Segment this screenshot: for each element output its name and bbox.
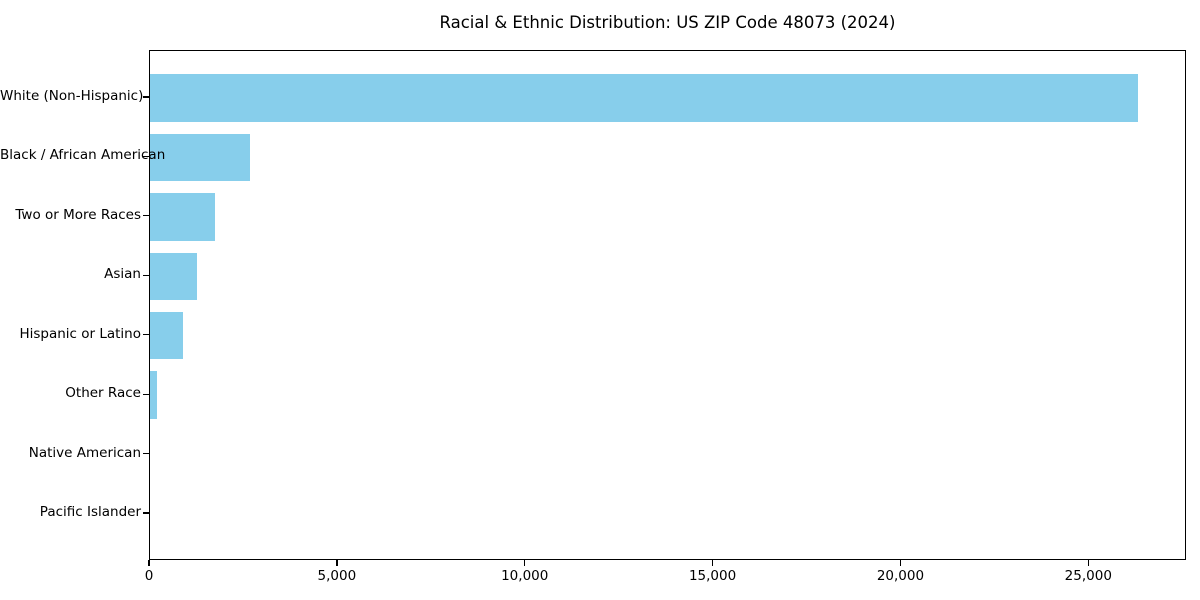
bar [150,371,157,419]
x-tick-label: 5,000 [317,568,357,584]
y-axis-tick [143,274,149,276]
y-axis-tick [143,512,149,514]
bar [150,74,1138,122]
chart-title: Racial & Ethnic Distribution: US ZIP Cod… [439,13,896,32]
y-axis-tick [143,334,149,336]
y-axis-tick [143,393,149,395]
x-axis-tick [899,560,902,566]
y-tick-label: Black / African American [0,147,166,164]
x-axis-tick [711,560,714,566]
bar [150,311,183,360]
y-axis-tick [143,215,149,217]
y-tick-label: Asian [104,266,141,283]
x-axis-tick [336,560,338,566]
y-tick-label: Native American [28,444,141,461]
x-tick-label: 25,000 [1064,568,1112,584]
x-axis-tick [148,560,150,566]
y-tick-label: White (Non-Hispanic) [0,87,144,104]
y-tick-label: Hispanic or Latino [19,325,141,342]
x-tick-label: 20,000 [876,568,925,584]
bar [150,193,215,241]
y-axis-tick [143,155,149,158]
x-axis-tick [524,560,526,566]
x-tick-label: 0 [144,568,154,584]
x-axis-tick [1087,560,1089,566]
y-tick-label: Two or More Races [15,206,141,223]
bar [150,252,197,301]
y-tick-label: Other Race [65,385,141,402]
x-tick-label: 10,000 [501,568,549,584]
bar [150,133,250,182]
y-axis-tick [143,452,149,455]
plot-area [149,50,1186,560]
y-axis-tick [143,96,149,98]
y-tick-label: Pacific Islander [39,504,141,521]
x-tick-label: 15,000 [688,568,737,584]
